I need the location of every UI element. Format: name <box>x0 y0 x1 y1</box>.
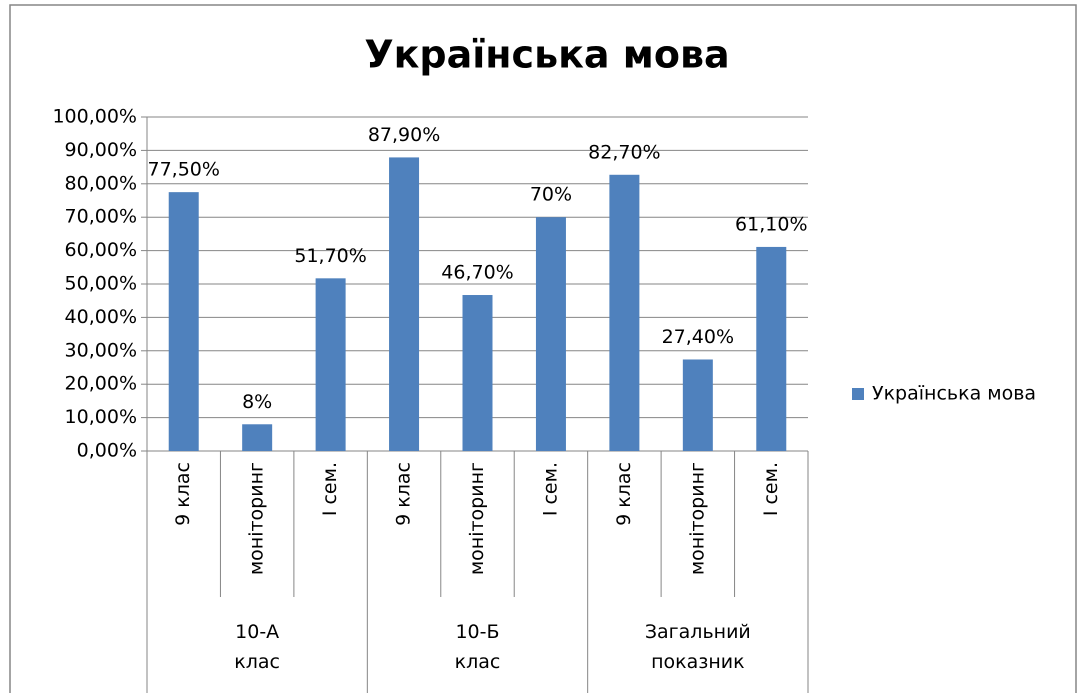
bar <box>168 192 199 451</box>
data-label: 8% <box>242 391 272 413</box>
bar <box>682 359 713 451</box>
y-tick-label: 60,00% <box>65 239 137 261</box>
group-label: 10-Б клас <box>455 621 501 673</box>
y-tick-label: 80,00% <box>65 172 137 194</box>
x-tick-label: моніторинг <box>246 462 268 575</box>
y-tick-label: 40,00% <box>65 306 137 328</box>
data-label: 46,70% <box>441 262 513 284</box>
y-tick-label: 20,00% <box>65 373 137 395</box>
y-tick-label: 0,00% <box>77 440 137 462</box>
x-tick-label: 9 клас <box>393 462 415 526</box>
legend-label: Українська мова <box>872 383 1036 405</box>
bar <box>315 278 346 451</box>
x-tick-label: 9 клас <box>613 462 635 526</box>
x-tick-label: І сем. <box>319 462 341 516</box>
x-tick-label: 9 клас <box>172 462 194 526</box>
data-label: 77,50% <box>147 159 219 181</box>
x-tick-label: моніторинг <box>686 462 708 575</box>
y-tick-label: 100,00% <box>52 106 137 128</box>
x-tick-label: І сем. <box>760 462 782 516</box>
bar <box>756 246 787 451</box>
data-label: 70% <box>530 184 572 206</box>
bar <box>242 424 273 451</box>
x-tick-label: І сем. <box>539 462 561 516</box>
bar <box>609 174 640 452</box>
y-tick-label: 50,00% <box>65 273 137 295</box>
data-label: 61,10% <box>735 213 807 235</box>
y-tick-label: 90,00% <box>65 139 137 161</box>
data-label: 51,70% <box>294 245 366 267</box>
bar <box>389 157 420 451</box>
y-tick-label: 70,00% <box>65 206 137 228</box>
bar <box>535 217 566 451</box>
y-tick-label: 30,00% <box>65 339 137 361</box>
y-tick-label: 10,00% <box>65 406 137 428</box>
group-label: Загальний показник <box>645 621 751 673</box>
group-label: 10-А клас <box>234 621 280 673</box>
chart-title: Українська мова <box>364 33 729 77</box>
x-tick-label: моніторинг <box>466 462 488 575</box>
data-label: 27,40% <box>662 326 734 348</box>
data-label: 82,70% <box>588 141 660 163</box>
bar <box>462 295 493 451</box>
legend-swatch <box>852 388 864 400</box>
data-label: 87,90% <box>368 124 440 146</box>
